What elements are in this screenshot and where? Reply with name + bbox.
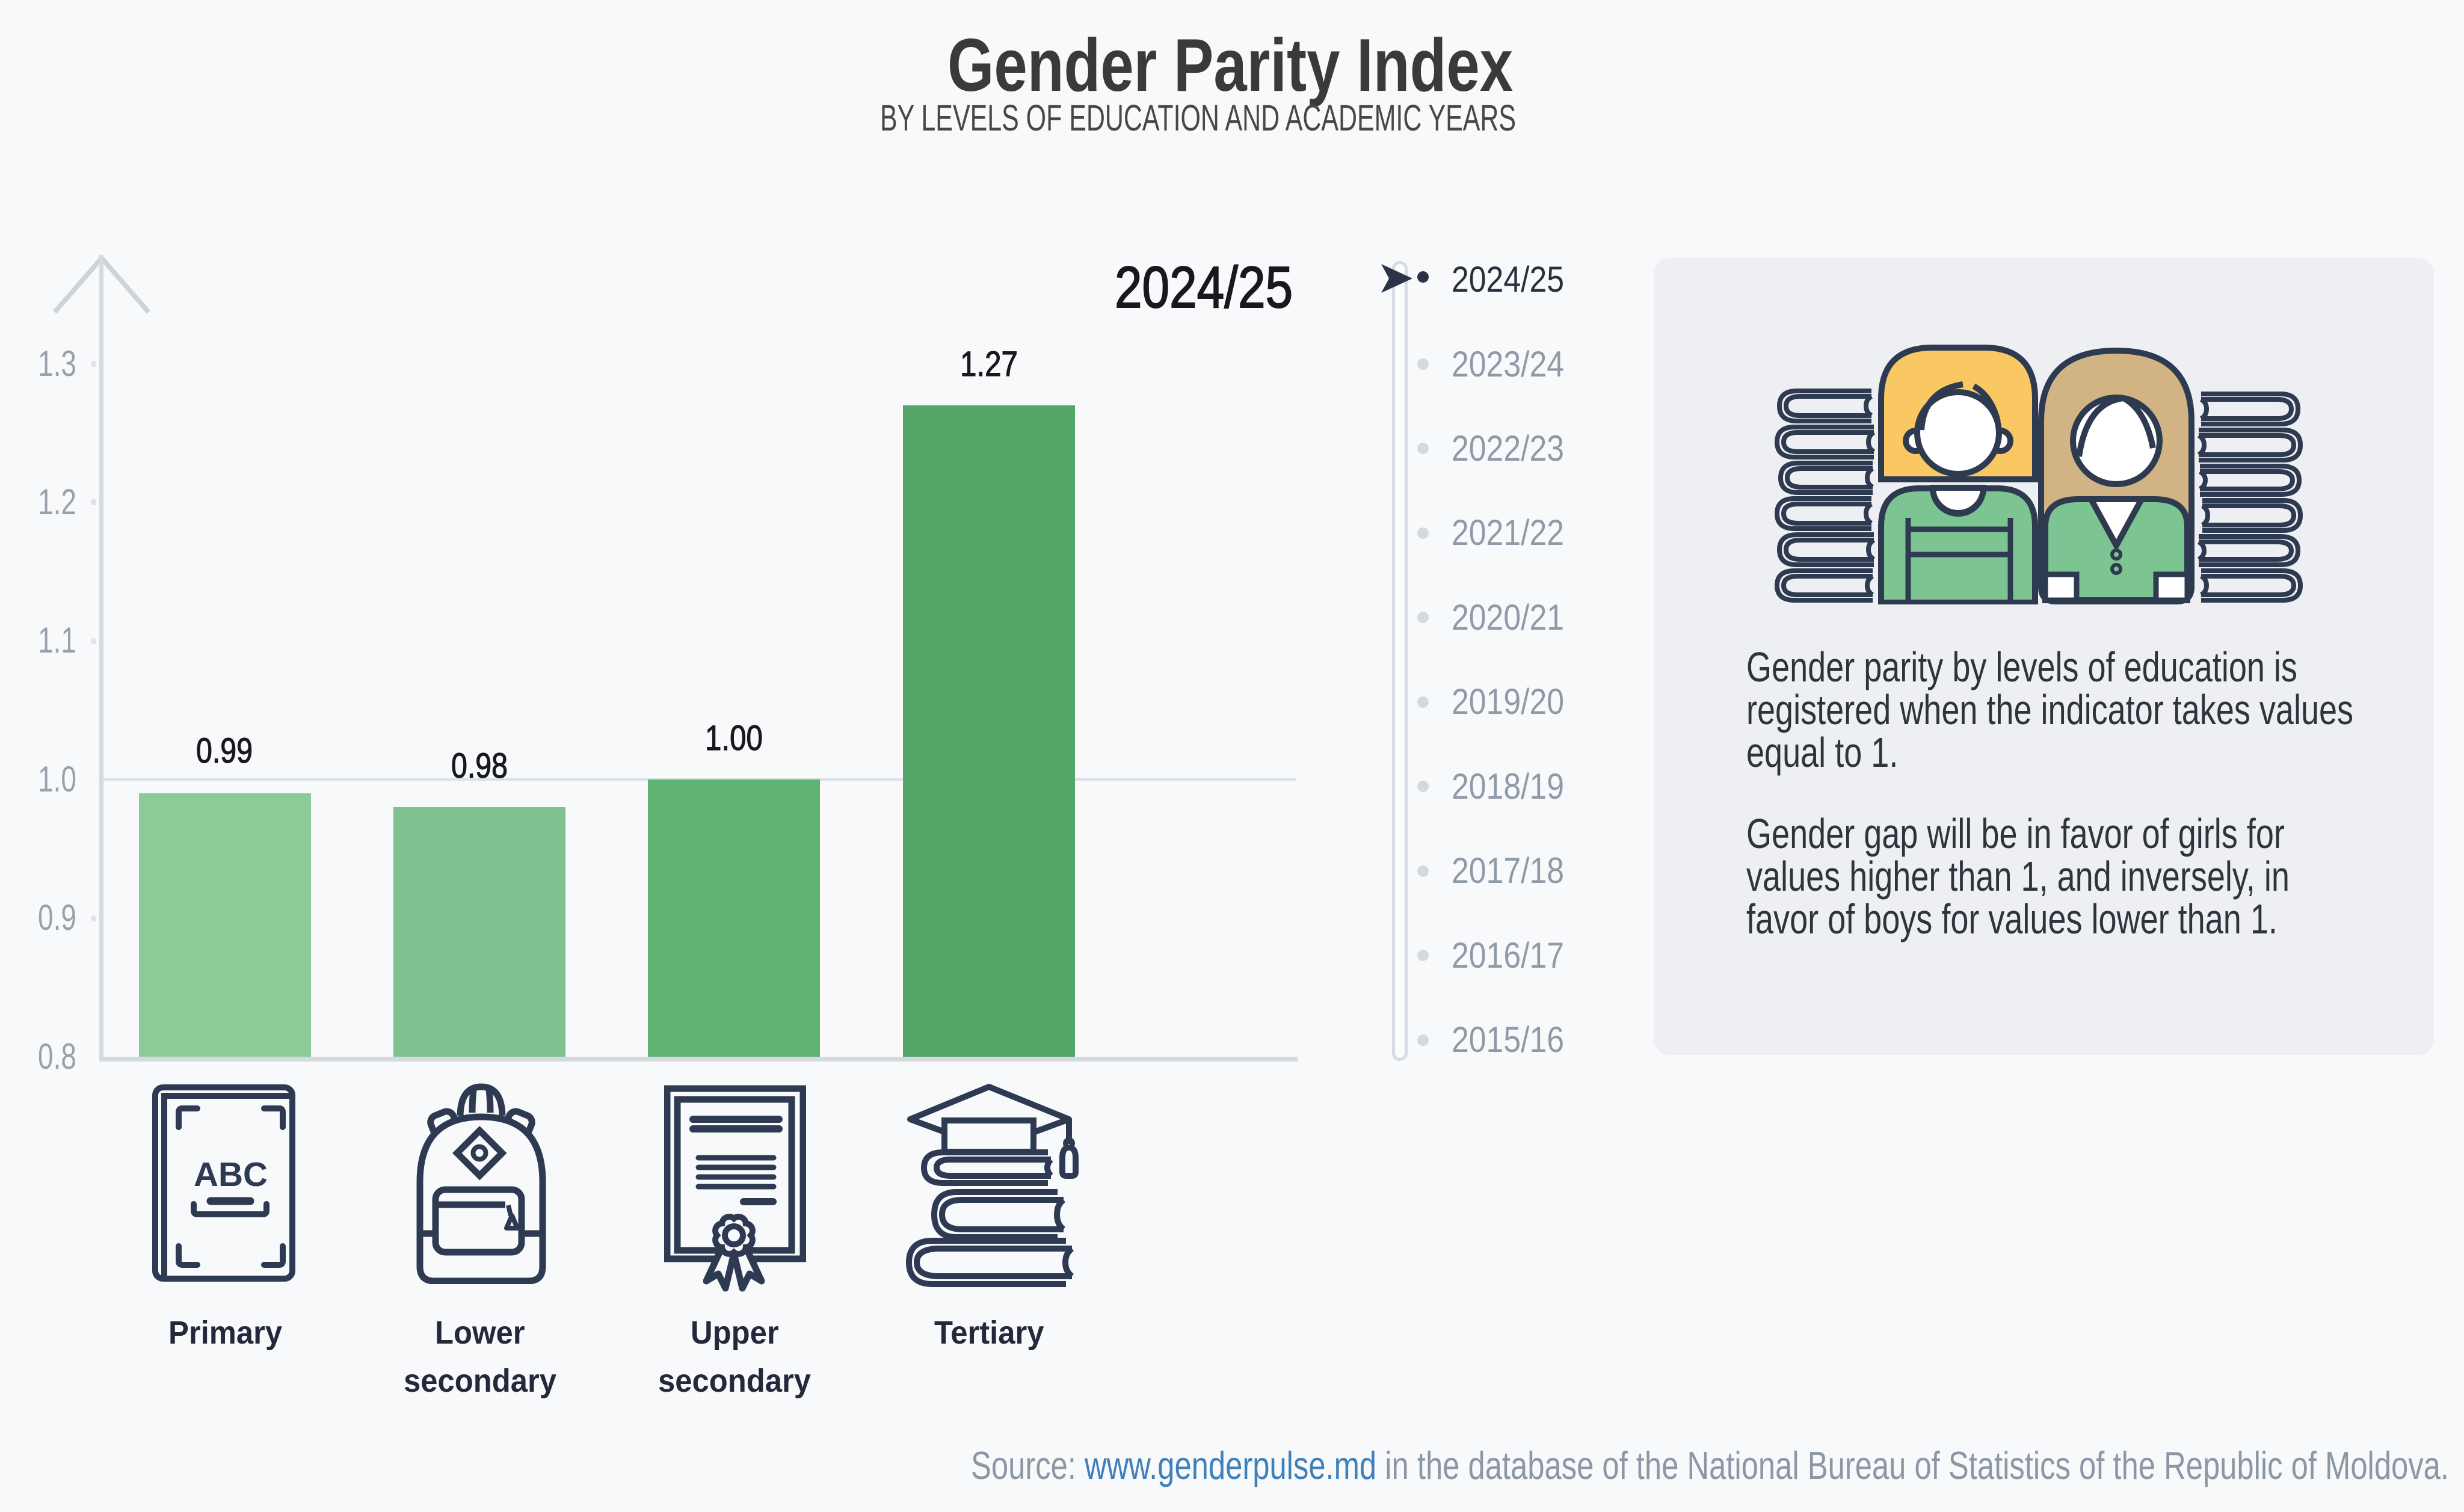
svg-text:ABC: ABC	[194, 1155, 268, 1194]
